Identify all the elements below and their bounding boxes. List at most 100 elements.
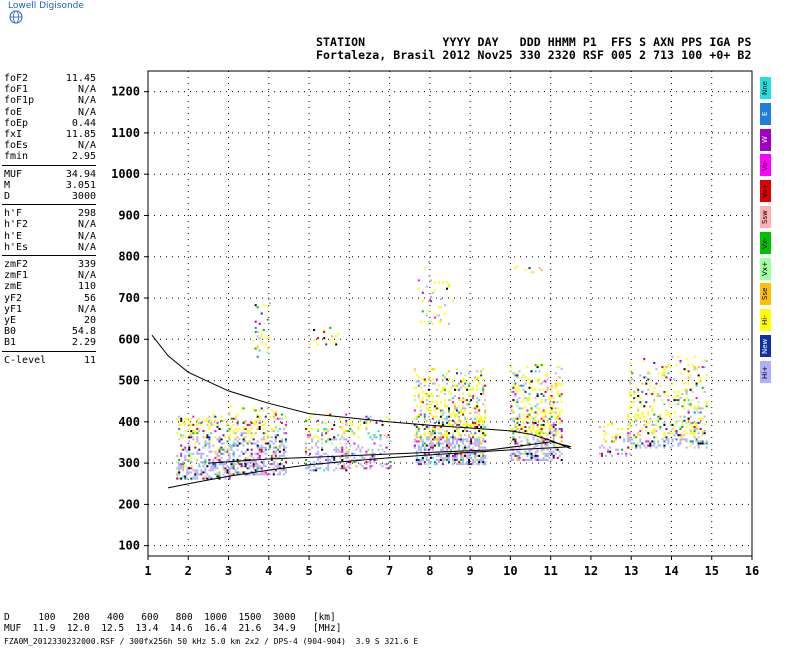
echo-point [415,456,418,459]
echo-point [425,436,428,439]
echo-point [540,399,543,402]
echo-point [425,314,428,317]
echo-point [689,415,692,418]
echo-point [433,432,436,435]
echo-point [280,442,283,445]
echo-point [468,434,471,437]
echo-point [373,461,376,464]
echo-point [474,428,477,430]
echo-point [647,413,650,416]
echo-point [448,390,450,393]
echo-point [637,442,640,445]
echo-point [204,430,207,433]
echo-point [556,432,559,435]
echo-point [542,452,545,455]
echo-point [433,444,436,447]
echo-point [522,384,525,387]
param-key: foF2 [4,73,29,84]
echo-point [196,436,199,439]
echo-point [307,465,310,468]
echo-point [546,417,549,420]
param-key: foF1p [4,95,35,107]
echo-point [538,370,541,373]
echo-point [184,475,187,478]
echo-point [637,388,640,391]
echo-point [433,405,436,408]
echo-point [464,374,467,377]
echo-point [613,436,616,439]
echo-point [663,436,666,439]
echo-point [214,419,217,422]
echo-point [448,378,450,381]
echo-point [514,393,517,395]
echo-point [518,459,521,461]
echo-point [204,461,207,464]
echo-point [554,444,557,447]
echo-point [427,397,430,400]
echo-point [365,463,368,466]
echo-point [437,436,440,439]
echo-point [701,432,704,435]
echo-point [659,384,662,387]
echo-point [657,440,660,443]
echo-point [651,440,654,443]
echo-point [206,473,209,476]
echo-point [446,382,448,385]
echo-point [466,430,469,433]
echo-point [433,428,436,430]
echo-point [423,267,426,270]
echo-point [234,428,237,430]
echo-point [363,456,366,459]
echo-point [530,271,533,274]
echo-point [464,380,467,383]
echo-point [224,477,227,480]
echo-point [276,448,279,451]
echo-point [345,423,348,426]
echo-point [421,456,424,459]
echo-point [685,446,688,449]
echo-point [637,413,640,416]
echo-point [468,463,471,466]
echo-point [544,380,547,383]
echo-point [226,452,229,455]
echo-point [435,459,438,461]
echo-point [474,417,477,420]
echo-point [697,366,700,369]
echo-point [560,430,563,433]
echo-point [450,423,452,426]
echo-point [250,465,253,468]
echo-point [667,438,670,441]
echo-point [482,438,485,441]
echo-point [439,426,442,428]
echo-point [317,440,320,443]
echo-point [560,459,563,461]
echo-point [260,471,263,474]
echo-point [560,401,563,404]
echo-point [544,401,547,404]
echo-point [450,444,452,447]
y-tick-label: 300 [118,456,140,470]
echo-point [534,397,537,400]
y-tick-label: 600 [118,332,140,346]
echo-point [427,426,430,428]
echo-point [476,370,479,373]
echo-point [415,430,418,433]
echo-point [274,417,277,420]
echo-point [307,467,310,470]
echo-point [248,423,251,426]
echo-point [423,378,426,381]
echo-point [262,423,265,426]
echo-point [639,401,642,404]
echo-point [522,419,525,422]
echo-point [556,376,559,379]
param-row-hf2: h'F2 N/A [4,219,96,231]
echo-point [270,456,273,459]
echo-point [258,456,261,459]
echo-point [226,450,229,453]
echo-point [536,438,539,441]
echo-point [385,436,388,439]
echo-point [448,407,450,410]
param-row-foes: foEs N/A [4,140,96,152]
echo-point [423,461,426,464]
echo-point [321,448,324,451]
